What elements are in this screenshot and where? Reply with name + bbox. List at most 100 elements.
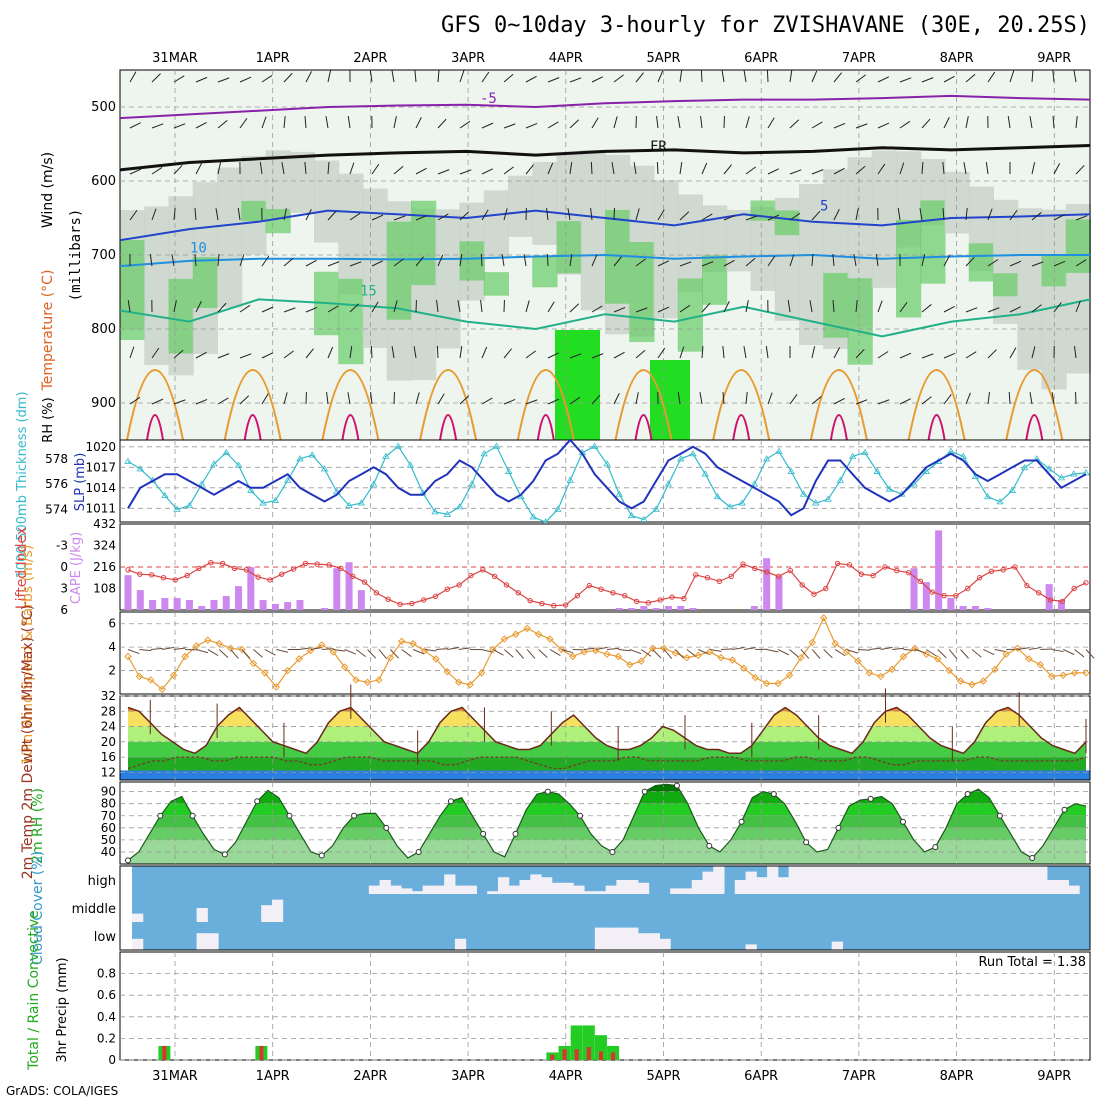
wind-barb	[899, 352, 912, 359]
warm-contour	[1005, 369, 1064, 441]
thickness-point	[173, 505, 181, 512]
li-point	[1071, 585, 1077, 592]
wind-barb	[1009, 347, 1017, 359]
li-point	[137, 571, 143, 577]
wind-barb	[459, 254, 463, 267]
cloud-low-bar	[196, 933, 208, 950]
li-point	[834, 560, 841, 567]
wind-barb	[436, 345, 439, 359]
wind-barb	[811, 346, 816, 359]
cape-bar	[259, 600, 267, 610]
wind-barb	[173, 123, 186, 129]
rh-point	[1029, 854, 1036, 861]
li-tick-label: 6	[60, 603, 68, 617]
wind-barb	[481, 71, 490, 83]
cloud-high-bar	[401, 888, 413, 894]
wind-barb-10m	[606, 647, 619, 650]
li-point	[219, 560, 226, 567]
cloud-high-bar	[411, 891, 424, 894]
precip-convective-bar	[562, 1049, 567, 1060]
wind-barb	[195, 121, 207, 129]
wind-barb	[281, 162, 285, 175]
cape-bar	[296, 600, 304, 610]
wind-barb	[657, 347, 666, 359]
upper-ytick-label: 800	[91, 322, 116, 337]
thickness-point	[1082, 469, 1090, 476]
wind-barb	[525, 164, 534, 175]
wind-barb	[327, 161, 330, 175]
li-point	[1059, 598, 1066, 605]
wind-speed-point	[238, 645, 246, 654]
run-total-label: Run Total = 1.38	[978, 955, 1086, 970]
wind-barb	[745, 300, 749, 313]
bottom-date-label: 6APR	[744, 1069, 778, 1084]
thickness-point	[726, 503, 734, 510]
wind-speed-point	[865, 669, 874, 677]
cloud-high-bar	[831, 866, 843, 894]
wind-barb	[349, 162, 355, 175]
wind-barb-10m	[777, 649, 790, 656]
wind10m-panel: 2 4 6	[108, 611, 1095, 695]
wind-barb-10m	[1062, 649, 1075, 655]
wind-speed-point	[272, 683, 280, 691]
cape-tick-label: 216	[93, 560, 116, 574]
wind-speed-point	[1059, 671, 1067, 679]
wind-speed-point	[409, 639, 417, 648]
wind-barb-10m	[834, 649, 846, 657]
wind-barb	[349, 346, 353, 359]
wind-barb	[151, 347, 160, 359]
li-point	[740, 561, 746, 567]
cloud-high-bar	[627, 880, 639, 894]
cloud-high-bar	[551, 882, 564, 894]
top-date-label: 8APR	[940, 51, 974, 66]
cape-bar	[971, 606, 979, 610]
wind-speed-point	[797, 653, 805, 662]
thickness-point	[431, 508, 439, 515]
rh-gray-band	[483, 190, 509, 258]
cloud-high-bar	[670, 888, 682, 894]
wind-speed-point	[261, 669, 269, 677]
wind-speed-point	[831, 639, 839, 648]
wind-barb-10m	[640, 649, 652, 657]
wind-barb	[767, 214, 780, 221]
thickness-point	[824, 495, 832, 502]
rh-point	[254, 798, 261, 805]
wind-barb	[701, 345, 704, 359]
wind-barb-10m	[139, 648, 152, 652]
thickness-point	[1057, 474, 1066, 481]
rh-point	[609, 848, 616, 855]
li-point	[681, 595, 687, 602]
slp-tick-label: 1020	[85, 440, 116, 454]
rh-gray-band	[217, 167, 243, 308]
li-point	[279, 571, 285, 577]
wind-barb-10m	[162, 646, 175, 650]
wind-barb	[899, 77, 912, 83]
thickness-point	[848, 452, 857, 459]
cape-tick-label: 108	[93, 582, 116, 596]
wind-barb	[832, 299, 835, 313]
rh-gray-band	[265, 150, 291, 219]
rh-green-band	[629, 242, 655, 342]
cloud-high-bar	[594, 891, 607, 894]
wind-speed-point	[283, 666, 292, 675]
wind-barb-10m	[789, 649, 800, 658]
cloud-high-bar	[1046, 880, 1059, 894]
wind-barb-10m	[458, 647, 471, 650]
cloud-high-bar	[519, 880, 531, 894]
wind-barb	[656, 116, 659, 129]
precip-convective-bar	[259, 1045, 264, 1060]
li-point	[775, 573, 782, 580]
wind-speed-point	[785, 671, 794, 679]
wind-barb	[611, 162, 615, 175]
wind-barb	[415, 214, 428, 221]
thickness-point	[296, 455, 304, 462]
cloud-high-bar	[950, 866, 962, 894]
wind-barb	[1053, 260, 1066, 267]
wind-barb	[591, 305, 603, 313]
wind-barb	[239, 76, 252, 83]
wind-barb-10m	[994, 648, 1007, 653]
wind-barb	[480, 300, 483, 313]
wind-barb-10m	[675, 649, 684, 659]
wind-barb	[459, 169, 472, 175]
wind-barb	[965, 208, 968, 221]
